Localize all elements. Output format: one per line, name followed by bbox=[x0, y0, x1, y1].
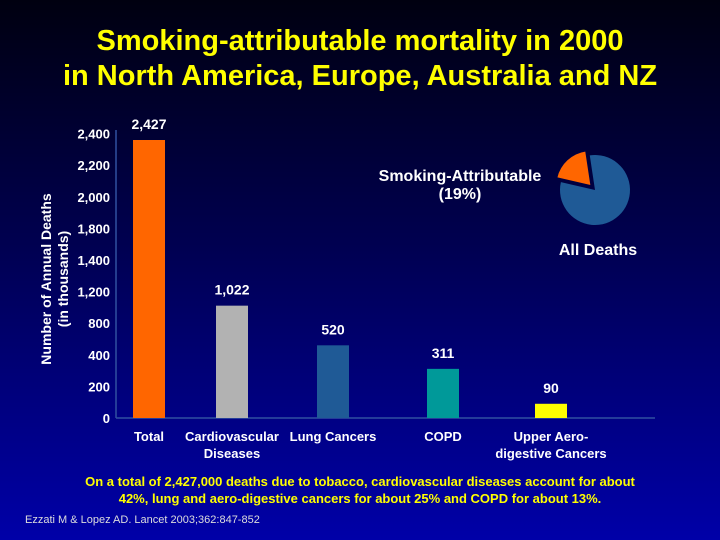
y-tick-label: 1,400 bbox=[77, 253, 110, 268]
x-category-label: Total bbox=[134, 429, 164, 444]
title-line-2: in North America, Europe, Australia and … bbox=[62, 60, 658, 92]
pie-label-all-deaths: All Deaths bbox=[558, 242, 638, 259]
footnote: On a total of 2,427,000 deaths due to to… bbox=[40, 473, 680, 507]
y-tick-label: 0 bbox=[103, 411, 110, 426]
bar-3 bbox=[427, 368, 459, 418]
pie-label-smoking: Smoking-Attributable (19%) bbox=[360, 168, 560, 204]
bar-value-label: 2,427 bbox=[131, 116, 166, 132]
pie-slice-smoking bbox=[556, 150, 592, 187]
slide-title: Smoking-attributable mortality in 2000 i… bbox=[0, 24, 720, 94]
pie-label-smoking-name: Smoking-Attributable bbox=[378, 168, 542, 185]
y-tick-label: 1,800 bbox=[77, 221, 110, 236]
x-category-label: Upper Aero- bbox=[514, 429, 589, 444]
bar-value-label: 520 bbox=[321, 321, 345, 337]
bar-value-label: 311 bbox=[432, 345, 455, 361]
y-tick-label: 400 bbox=[88, 348, 110, 363]
x-category-label: digestive Cancers bbox=[495, 446, 606, 461]
bar-1 bbox=[216, 305, 248, 418]
bar-4 bbox=[535, 403, 567, 418]
y-tick-label: 200 bbox=[88, 379, 110, 394]
x-category-label: Lung Cancers bbox=[290, 429, 377, 444]
bar-0 bbox=[133, 140, 165, 418]
x-category-label: COPD bbox=[424, 429, 462, 444]
y-tick-label: 2,200 bbox=[77, 158, 110, 173]
footnote-line-1: On a total of 2,427,000 deaths due to to… bbox=[85, 474, 635, 489]
footnote-line-2: 42%, lung and aero-digestive cancers for… bbox=[118, 491, 602, 506]
y-tick-label: 2,000 bbox=[77, 190, 110, 205]
bar-value-label: 1,022 bbox=[214, 282, 249, 298]
pie-label-smoking-pct: (19%) bbox=[438, 186, 482, 203]
bar-value-label: 90 bbox=[543, 380, 559, 396]
bar-2 bbox=[317, 345, 349, 418]
x-category-label: Diseases bbox=[204, 446, 260, 461]
title-line-1: Smoking-attributable mortality in 2000 bbox=[96, 25, 624, 57]
x-category-label: Cardiovascular bbox=[185, 429, 279, 444]
citation: Ezzati M & Lopez AD. Lancet 2003;362:847… bbox=[25, 514, 260, 526]
y-tick-label: 2,400 bbox=[77, 127, 110, 142]
y-tick-label: 800 bbox=[88, 316, 110, 331]
pie-slice-all-deaths bbox=[560, 154, 630, 225]
y-tick-label: 1,200 bbox=[77, 285, 110, 300]
